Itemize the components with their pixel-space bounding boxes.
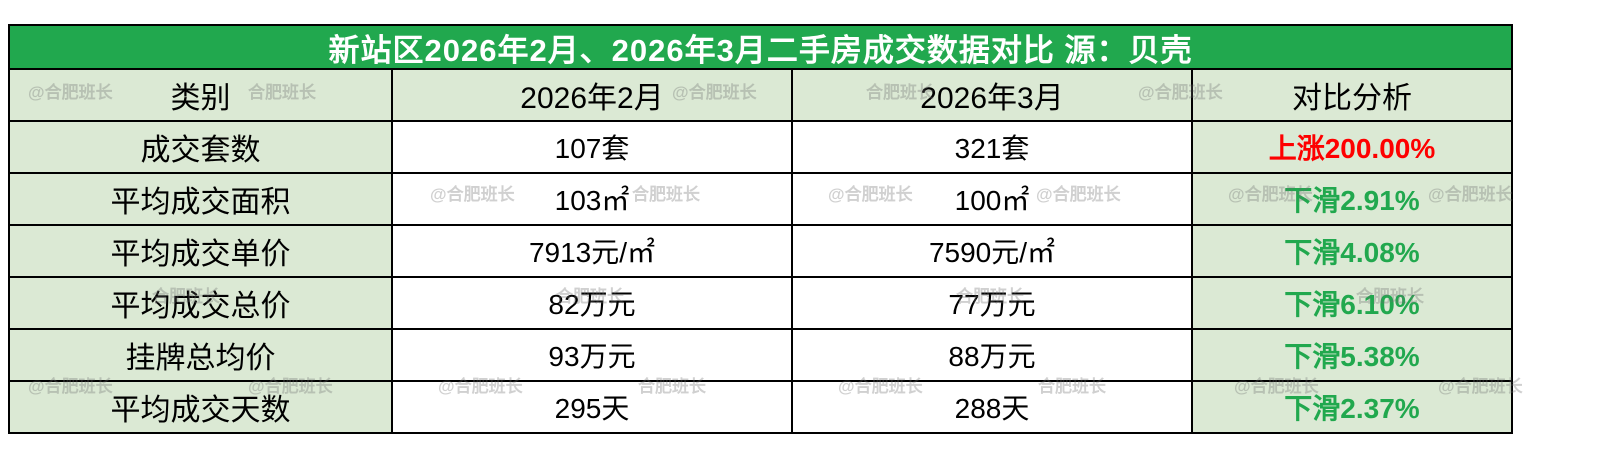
feb-value: 93万元 <box>391 328 791 380</box>
comparison-value: 下滑6.10% <box>1191 276 1511 328</box>
header-comparison: 对比分析 <box>1191 68 1511 120</box>
row-label: 平均成交面积 <box>10 172 391 224</box>
feb-value: 82万元 <box>391 276 791 328</box>
table-header-row: 类别 2026年2月 2026年3月 对比分析 <box>10 68 1511 120</box>
row-label: 成交套数 <box>10 120 391 172</box>
mar-value: 288天 <box>791 380 1191 432</box>
comparison-value: 下滑4.08% <box>1191 224 1511 276</box>
row-label: 挂牌总均价 <box>10 328 391 380</box>
feb-value: 107套 <box>391 120 791 172</box>
mar-value: 321套 <box>791 120 1191 172</box>
mar-value: 77万元 <box>791 276 1191 328</box>
row-label: 平均成交天数 <box>10 380 391 432</box>
mar-value: 88万元 <box>791 328 1191 380</box>
mar-value: 100㎡ <box>791 172 1191 224</box>
comparison-value: 下滑2.37% <box>1191 380 1511 432</box>
row-label: 平均成交单价 <box>10 224 391 276</box>
header-mar-2026: 2026年3月 <box>791 68 1191 120</box>
mar-value: 7590元/㎡ <box>791 224 1191 276</box>
table-row: 成交套数 107套 321套 上涨200.00% <box>10 120 1511 172</box>
feb-value: 7913元/㎡ <box>391 224 791 276</box>
table-row: 平均成交天数 295天 288天 下滑2.37% <box>10 380 1511 432</box>
feb-value: 295天 <box>391 380 791 432</box>
table-row: 挂牌总均价 93万元 88万元 下滑5.38% <box>10 328 1511 380</box>
table-title: 新站区2026年2月、2026年3月二手房成交数据对比 源：贝壳 <box>10 26 1511 68</box>
row-label: 平均成交总价 <box>10 276 391 328</box>
table-row: 平均成交面积 103㎡ 100㎡ 下滑2.91% <box>10 172 1511 224</box>
table-row: 平均成交单价 7913元/㎡ 7590元/㎡ 下滑4.08% <box>10 224 1511 276</box>
feb-value: 103㎡ <box>391 172 791 224</box>
comparison-value: 下滑2.91% <box>1191 172 1511 224</box>
comparison-value: 下滑5.38% <box>1191 328 1511 380</box>
table-row: 平均成交总价 82万元 77万元 下滑6.10% <box>10 276 1511 328</box>
comparison-value: 上涨200.00% <box>1191 120 1511 172</box>
header-feb-2026: 2026年2月 <box>391 68 791 120</box>
header-category: 类别 <box>10 68 391 120</box>
comparison-table: 新站区2026年2月、2026年3月二手房成交数据对比 源：贝壳 类别 2026… <box>8 24 1513 434</box>
